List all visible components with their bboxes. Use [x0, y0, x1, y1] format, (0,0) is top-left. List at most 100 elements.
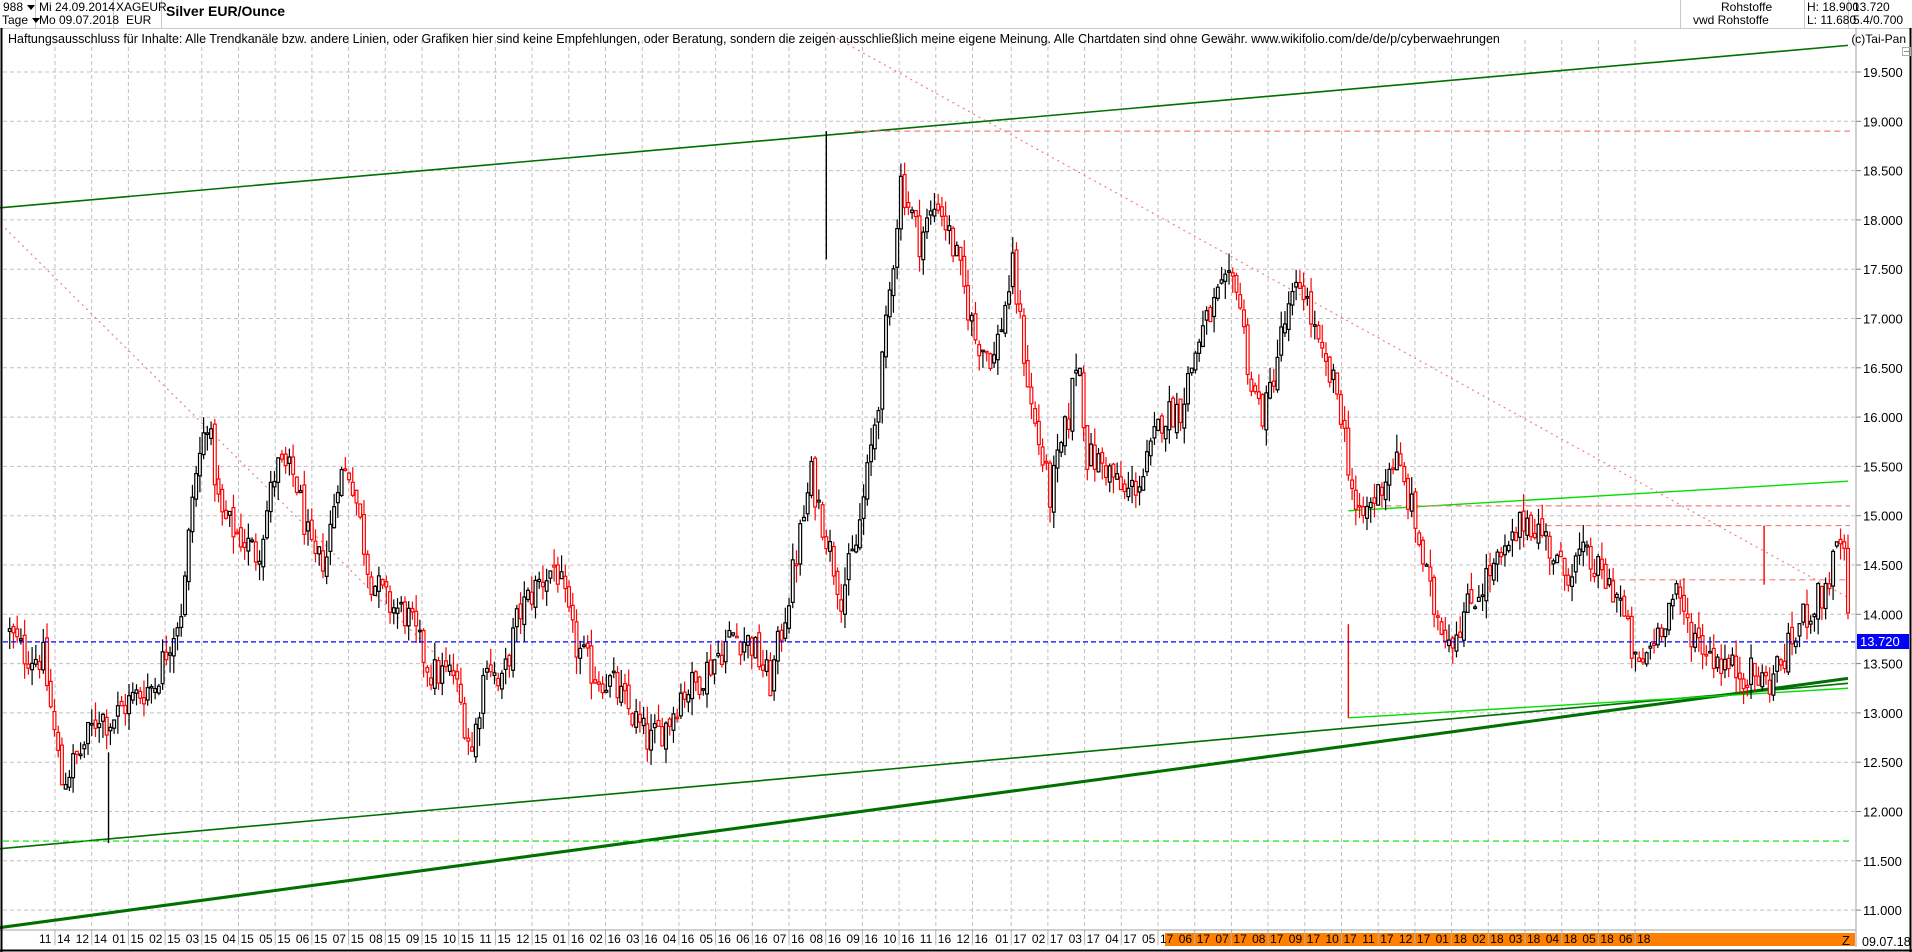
svg-text:10: 10 [443, 932, 457, 946]
svg-text:12: 12 [516, 932, 530, 946]
svg-text:01: 01 [1436, 932, 1450, 946]
svg-text:16: 16 [975, 932, 989, 946]
svg-text:18: 18 [1454, 932, 1468, 946]
collapse-icon[interactable] [1902, 47, 1911, 56]
svg-text:12: 12 [76, 932, 90, 946]
period-count-value: 988 [3, 0, 24, 14]
svg-text:04: 04 [1546, 932, 1560, 946]
svg-text:06: 06 [736, 932, 750, 946]
last-price-tag: 13.720 [1857, 633, 1909, 649]
svg-text:08: 08 [369, 932, 383, 946]
svg-text:17: 17 [1307, 932, 1321, 946]
svg-text:04: 04 [223, 932, 237, 946]
last-value: 13.720 [1853, 0, 1890, 14]
svg-text:15: 15 [167, 932, 181, 946]
svg-text:14: 14 [57, 932, 71, 946]
period-unit-dropdown[interactable]: Tage [2, 13, 41, 27]
grid [3, 40, 1856, 930]
disclaimer-text: Haftungsausschluss für Inhalte: Alle Tre… [8, 32, 1500, 46]
symbol: XAGEUR [116, 0, 167, 14]
lower-support-thick-line[interactable] [0, 676, 1849, 931]
market-box: Rohstoffe vwd Rohstoffe [1680, 0, 1805, 28]
svg-text:09: 09 [406, 932, 420, 946]
svg-text:03: 03 [1509, 932, 1523, 946]
svg-text:13.500: 13.500 [1863, 657, 1903, 672]
downtrend-2015-line[interactable] [0, 220, 436, 655]
svg-text:02: 02 [1032, 932, 1046, 946]
svg-text:17: 17 [1197, 932, 1211, 946]
date-from: Mi 24.09.2014 [39, 0, 116, 14]
svg-text:18: 18 [1564, 932, 1578, 946]
svg-text:17: 17 [1270, 932, 1284, 946]
svg-text:17: 17 [1013, 932, 1027, 946]
svg-text:15: 15 [314, 932, 328, 946]
svg-text:05: 05 [259, 932, 273, 946]
svg-text:15: 15 [424, 932, 438, 946]
short-channel-bottom-line[interactable] [1348, 687, 1849, 719]
x-axis: 11 14 12 14 01 15 02 15 03 15 04 15 05 15 06 15 07 15 08 15… [39, 930, 1651, 946]
svg-text:02: 02 [590, 932, 604, 946]
svg-text:03: 03 [186, 932, 200, 946]
svg-text:06: 06 [1179, 932, 1193, 946]
svg-text:14.000: 14.000 [1863, 607, 1903, 622]
svg-text:16: 16 [864, 932, 878, 946]
svg-text:16.500: 16.500 [1863, 361, 1903, 376]
svg-text:07: 07 [773, 932, 787, 946]
svg-text:05: 05 [1142, 932, 1156, 946]
svg-text:12: 12 [1399, 932, 1413, 946]
svg-text:11: 11 [479, 932, 492, 946]
svg-text:10: 10 [883, 932, 897, 946]
svg-text:19.000: 19.000 [1863, 114, 1903, 129]
svg-text:07: 07 [333, 932, 347, 946]
symbol-box: XAGEUR EUR [114, 0, 167, 28]
svg-text:17: 17 [1233, 932, 1247, 946]
svg-text:15: 15 [351, 932, 365, 946]
svg-text:04: 04 [663, 932, 677, 946]
svg-text:17: 17 [1123, 932, 1137, 946]
period-count-dropdown[interactable]: 988 [3, 0, 36, 14]
svg-text:18: 18 [1527, 932, 1541, 946]
downtrend-2016-2018-line[interactable] [826, 32, 1849, 599]
svg-text:16: 16 [608, 932, 622, 946]
candles [7, 131, 1850, 844]
chart-header: 988 Tage Mi 24.09.2014 Mo 09.07.2018 XAG… [0, 0, 1912, 29]
chevron-down-icon [32, 18, 41, 24]
svg-text:09: 09 [1289, 932, 1303, 946]
svg-text:06: 06 [1619, 932, 1633, 946]
chart-title: Silver EUR/Ounce [166, 3, 286, 19]
svg-text:03: 03 [626, 932, 640, 946]
y-axis: 19.500 19.000 18.500 18.000 17.500 17.000 16.5… [1856, 65, 1903, 918]
svg-text:11.500: 11.500 [1863, 854, 1902, 869]
svg-text:01: 01 [112, 932, 126, 946]
market: Rohstoffe [1721, 0, 1773, 14]
svg-text:11: 11 [920, 932, 933, 946]
svg-text:16: 16 [901, 932, 915, 946]
svg-text:16: 16 [938, 932, 952, 946]
period-unit-value: Tage [2, 13, 29, 27]
svg-text:15: 15 [534, 932, 548, 946]
lower-support-thin-line[interactable] [0, 682, 1849, 850]
svg-text:04: 04 [1105, 932, 1119, 946]
svg-text:12: 12 [957, 932, 971, 946]
svg-text:18: 18 [1490, 932, 1504, 946]
date-to: Mo 09.07.2018 [39, 13, 120, 27]
chevron-down-icon [27, 5, 36, 11]
upper-channel-line[interactable] [0, 44, 1849, 209]
svg-text:11: 11 [1362, 932, 1375, 946]
svg-text:14: 14 [94, 932, 108, 946]
trendlines[interactable] [0, 32, 1850, 932]
svg-text:17: 17 [1160, 932, 1174, 946]
svg-text:17: 17 [1380, 932, 1394, 946]
svg-text:18: 18 [1600, 932, 1614, 946]
svg-text:17: 17 [1417, 932, 1431, 946]
period-selector[interactable]: 988 Tage [0, 0, 41, 28]
svg-text:11: 11 [39, 932, 52, 946]
svg-text:15: 15 [277, 932, 291, 946]
currency: EUR [126, 13, 152, 27]
svg-text:17: 17 [1050, 932, 1064, 946]
x-axis-highlight [1165, 933, 1855, 946]
svg-text:15.500: 15.500 [1863, 459, 1903, 474]
zoom-button[interactable]: Z [1842, 933, 1850, 948]
last-box: 13.720 5.4/0.700 [1849, 0, 1912, 28]
